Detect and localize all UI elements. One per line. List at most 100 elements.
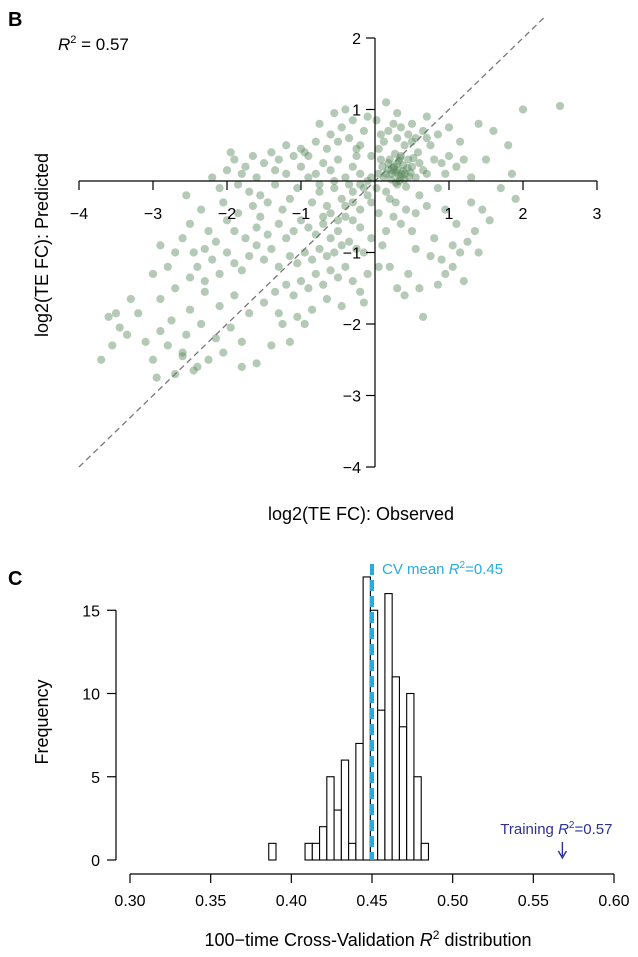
scatter-point: [376, 155, 386, 164]
histogram-panel: C 0.30 0.35 0.40 0.45 0.50 0.55 0.60 0 5 10 15 CV…: [8, 560, 630, 950]
scatter-point: [404, 269, 413, 279]
scatter-point: [319, 159, 328, 168]
scatter-point: [456, 137, 465, 146]
scatter-point: [345, 134, 354, 143]
scatter-point: [467, 198, 476, 207]
x-tick-label: −2: [218, 206, 236, 223]
scatter-point: [293, 184, 302, 193]
scatter-point: [274, 155, 283, 164]
scatter-point: [304, 151, 313, 161]
y-tick-label: −3: [343, 389, 361, 406]
scatter-point: [278, 205, 287, 214]
scatter-point: [226, 148, 235, 157]
scatter-point: [356, 141, 365, 150]
scatter-point: [230, 155, 239, 164]
scatter-point: [285, 251, 294, 261]
scatter-point: [374, 144, 383, 153]
histogram-bar: [420, 842, 430, 861]
histogram-bars: [268, 576, 430, 861]
scatter-point: [337, 194, 346, 203]
scatter-point: [200, 287, 209, 296]
scatter-point: [397, 169, 406, 178]
scatter-point: [200, 244, 209, 254]
scatter-point: [219, 198, 228, 207]
scatter-point: [474, 248, 483, 257]
scatter-point: [422, 169, 431, 178]
scatter-point: [426, 251, 435, 261]
scatter-point: [391, 178, 400, 187]
scatter-point: [385, 262, 394, 271]
training-r2-label: Training R2=0.57: [500, 820, 612, 838]
scatter-point: [433, 130, 442, 139]
scatter-point: [215, 184, 224, 193]
scatter-point: [393, 134, 402, 143]
scatter-point: [234, 180, 243, 189]
scatter-point: [406, 168, 415, 177]
scatter-point: [222, 166, 232, 175]
scatter-point: [400, 169, 409, 178]
r-squared-annotation: R2 = 0.57: [58, 34, 129, 54]
scatter-point: [391, 168, 400, 177]
scatter-point: [356, 223, 365, 232]
scatter-point: [167, 316, 176, 325]
x-tick-label: −1: [292, 206, 310, 223]
scatter-point: [387, 175, 396, 184]
y-tick-label: 5: [91, 770, 100, 787]
scatter-point: [374, 262, 383, 271]
scatter-point: [285, 194, 294, 203]
scatter-point: [308, 305, 317, 314]
scatter-point: [385, 155, 394, 164]
scatter-point: [259, 298, 269, 307]
scatter-point: [237, 169, 246, 178]
scatter-point: [311, 169, 320, 178]
histogram-bar: [398, 726, 408, 861]
scatter-point: [241, 162, 250, 171]
y-ticks: 2 1 −1 −2 −3 −4: [343, 31, 375, 477]
scatter-point: [296, 216, 306, 225]
scatter-point: [267, 148, 276, 157]
scatter-point: [404, 155, 413, 164]
scatter-point: [426, 141, 435, 150]
scatter-point: [367, 234, 376, 243]
scatter-point: [441, 269, 450, 279]
y-axis-title: log2(TE FC): Predicted: [32, 153, 52, 337]
scatter-point: [390, 164, 399, 173]
scatter-point: [252, 359, 261, 368]
scatter-point: [437, 255, 446, 264]
scatter-point: [197, 205, 206, 214]
scatter-point: [356, 180, 365, 189]
x-tick-label: 0.55: [518, 893, 549, 910]
scatter-point: [341, 201, 350, 211]
scatter-point: [282, 169, 291, 178]
scatter-point: [300, 148, 309, 157]
scatter-point: [200, 277, 209, 286]
scatter-point: [333, 137, 343, 146]
scatter-point: [507, 169, 516, 178]
scatter-point: [237, 337, 246, 346]
scatter-point: [156, 327, 165, 336]
scatter-point: [333, 226, 343, 236]
histogram-bar: [333, 809, 342, 861]
scatter-point: [148, 355, 158, 364]
scatter-point: [97, 355, 106, 364]
scatter-point: [219, 348, 228, 357]
scatter-point: [322, 251, 331, 261]
scatter-point: [315, 119, 324, 128]
scatter-point: [393, 180, 402, 189]
scatter-point: [419, 126, 428, 136]
scatter-point: [359, 248, 368, 257]
scatter-point: [403, 164, 412, 173]
scatter-point: [333, 273, 343, 282]
scatter-point: [259, 159, 269, 168]
scatter-point: [204, 355, 213, 364]
scatter-point: [385, 194, 394, 203]
scatter-point: [485, 216, 494, 225]
scatter-point: [470, 226, 479, 236]
scatter-point: [430, 155, 439, 164]
scatter-point: [182, 191, 191, 200]
scatter-point: [326, 130, 335, 139]
scatter-point: [394, 171, 403, 180]
scatter-point: [555, 101, 565, 111]
scatter-point: [252, 173, 261, 182]
scatter-point: [263, 198, 272, 207]
